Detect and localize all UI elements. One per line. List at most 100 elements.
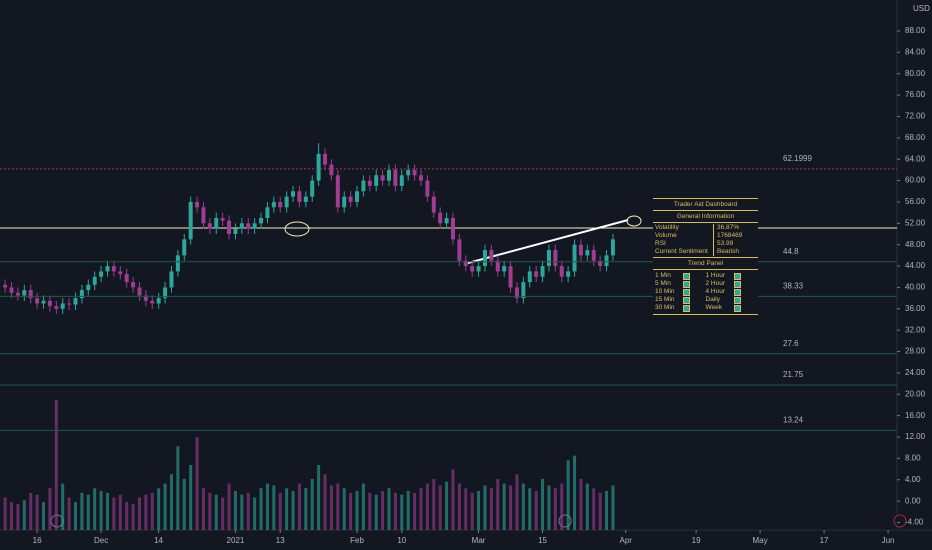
candle-body (412, 169, 417, 176)
volume-bar (477, 491, 481, 530)
candle-body (9, 287, 14, 293)
trend-column: 1 Min 5 Min 10 Min 15 Min 30 Min (655, 272, 706, 312)
timeframe: 15 Min (655, 296, 675, 303)
candle-body (476, 266, 481, 272)
candle-body (431, 196, 436, 213)
volume-bar (566, 460, 570, 530)
volume-bar (163, 483, 167, 530)
volume-bar (105, 492, 109, 530)
volume-bar (496, 478, 500, 530)
candle-body (214, 217, 219, 229)
y-tick-label: 88.00 (905, 26, 926, 35)
volume-bar (221, 497, 225, 530)
volume-bar (381, 491, 385, 530)
x-tick-label: Feb (350, 536, 364, 545)
volume-bar (611, 485, 615, 530)
volume-bar (80, 492, 84, 530)
candle-body (195, 201, 200, 208)
volume-bar (515, 474, 519, 530)
candle-body (163, 287, 168, 299)
x-tick-label: 14 (154, 536, 163, 545)
y-tick-label: -4.00 (905, 518, 924, 527)
candle-body (361, 180, 366, 192)
candle-body (425, 180, 430, 197)
candle-body (527, 271, 532, 283)
candle-body (386, 169, 391, 181)
volume-bar (195, 437, 199, 530)
trend-cell: Daily (706, 296, 757, 304)
dashboard: Trader Aid Dashboard General Information… (653, 198, 758, 315)
trend-cell: Week (706, 304, 757, 312)
candle-body (227, 220, 232, 235)
timeframe: 1 Min (655, 272, 671, 279)
candle-body (86, 284, 91, 291)
section-title: Trend Panel (653, 258, 758, 270)
volume-bar (547, 485, 551, 530)
volume-bar (137, 497, 141, 530)
earnings-icon[interactable] (893, 514, 907, 528)
info-key: RSI (655, 240, 666, 247)
trend-indicator (733, 297, 741, 304)
volume-bar (400, 494, 404, 530)
candle-body (489, 250, 494, 261)
candle-body (278, 201, 283, 208)
y-tick-label: 28.00 (905, 347, 926, 356)
trend-indicator (683, 289, 690, 296)
section-title: General Information (653, 211, 758, 223)
timeframe: 2 Hour (705, 280, 726, 287)
volume-bar (125, 502, 129, 530)
volume-bar (214, 494, 218, 530)
candle-body (265, 207, 270, 218)
volume-bar (406, 491, 410, 530)
x-tick-label: 15 (538, 536, 547, 545)
candle-body (105, 266, 110, 272)
volume-bar (329, 485, 333, 530)
trend-grid: 1 Min 5 Min 10 Min 15 Min 30 Min 1 Hour 2 Hour… (653, 270, 758, 315)
candle-body (521, 282, 526, 299)
volume-bar (131, 504, 135, 530)
candle-body (28, 290, 33, 299)
timeframe: 1 Hour (705, 272, 726, 279)
info-key: Current Sentiment (655, 248, 708, 255)
volume-bar (349, 492, 353, 530)
volume-bar (355, 491, 359, 530)
candle-body (367, 180, 372, 186)
volume-bar (573, 455, 577, 530)
volume-bar (336, 483, 340, 530)
x-tick-label: 16 (33, 536, 42, 545)
x-tick-label: 2021 (227, 536, 245, 545)
info-value: Bearish (713, 248, 739, 256)
y-tick-label: 68.00 (905, 133, 926, 142)
volume-bar (150, 492, 154, 530)
general-info: Volatility 36.87% Volume 1768469 RSI 53.99 Cur… (653, 223, 758, 258)
y-tick-label: 36.00 (905, 304, 926, 313)
volume-bar (579, 478, 583, 530)
y-tick-label: 52.00 (905, 218, 926, 227)
volume-bar (182, 478, 186, 530)
volume-bar (361, 483, 365, 530)
candle-body (310, 180, 315, 197)
candle-body (374, 175, 379, 186)
volume-bar (42, 502, 46, 530)
volume-bar (291, 491, 295, 530)
volume-bar (201, 488, 205, 530)
candle-body (323, 153, 328, 165)
x-tick-label: 13 (276, 536, 285, 545)
candle-body (79, 290, 84, 299)
candle-body (233, 228, 238, 235)
candle-body (143, 295, 148, 301)
volume-bar (29, 492, 33, 530)
trend-indicator (683, 273, 690, 280)
info-key: Volatility (655, 224, 679, 231)
volume-bar (169, 474, 173, 530)
volume-bar (35, 494, 39, 530)
y-tick-label: 20.00 (905, 389, 926, 398)
volume-bar (605, 491, 609, 530)
y-tick-label: 76.00 (905, 90, 926, 99)
volume-bar (323, 474, 327, 530)
y-tick-label: 0.00 (905, 496, 921, 505)
y-tick-label: 84.00 (905, 47, 926, 56)
